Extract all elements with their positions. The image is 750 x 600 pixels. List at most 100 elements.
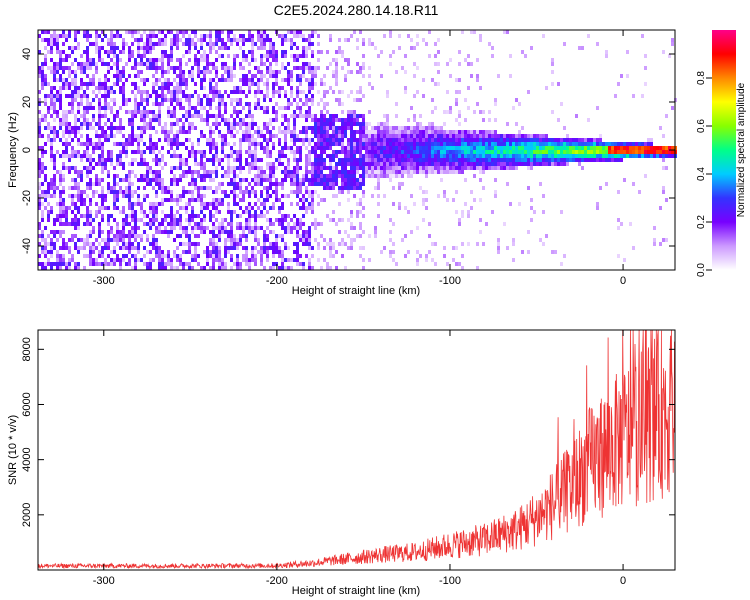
heatmap-cell: [245, 58, 248, 62]
heatmap-cell: [206, 58, 209, 62]
heatmap-cell: [218, 110, 221, 114]
heatmap-cell: [332, 138, 335, 142]
heatmap-cell: [131, 30, 134, 34]
heatmap-cell: [389, 158, 392, 162]
snr-x-label: Height of straight line (km): [292, 585, 420, 597]
heatmap-cell: [512, 158, 515, 162]
heatmap-cell: [290, 266, 293, 270]
heatmap-cell: [431, 110, 434, 114]
heatmap-cell: [113, 194, 116, 198]
heatmap-cell: [557, 146, 560, 150]
heatmap-cell: [284, 194, 287, 198]
heatmap-cell: [158, 94, 161, 98]
heatmap-cell: [143, 90, 146, 94]
heatmap-cell: [239, 78, 242, 82]
heatmap-cell: [302, 234, 305, 238]
heatmap-cell: [170, 194, 173, 198]
heatmap-cell: [347, 186, 350, 190]
heatmap-cell: [479, 86, 482, 90]
heatmap-cell: [434, 242, 437, 246]
heatmap-cell: [359, 246, 362, 250]
heatmap-cell: [290, 174, 293, 178]
heatmap-cell: [344, 170, 347, 174]
heatmap-cell: [311, 82, 314, 86]
heatmap-cell: [137, 126, 140, 130]
heatmap-cell: [185, 62, 188, 66]
heatmap-cell: [359, 178, 362, 182]
heatmap-cell: [377, 158, 380, 162]
heatmap-cell: [158, 230, 161, 234]
heatmap-cell: [401, 126, 404, 130]
heatmap-cell: [518, 150, 521, 154]
heatmap-cell: [203, 166, 206, 170]
heatmap-cell: [467, 214, 470, 218]
heatmap-cell: [269, 194, 272, 198]
heatmap-cell: [299, 226, 302, 230]
heatmap-cell: [308, 182, 311, 186]
heatmap-cell: [59, 258, 62, 262]
heatmap-cell: [380, 250, 383, 254]
heatmap-cell: [233, 174, 236, 178]
heatmap-cell: [272, 246, 275, 250]
heatmap-cell: [149, 58, 152, 62]
heatmap-cell: [68, 262, 71, 266]
heatmap-cell: [41, 38, 44, 42]
heatmap-cell: [290, 150, 293, 154]
heatmap-cell: [455, 190, 458, 194]
heatmap-cell: [221, 158, 224, 162]
heatmap-cell: [257, 166, 260, 170]
heatmap-cell: [302, 194, 305, 198]
heatmap-cell: [485, 138, 488, 142]
heatmap-cell: [239, 198, 242, 202]
heatmap-cell: [377, 202, 380, 206]
heatmap-cell: [176, 182, 179, 186]
heatmap-cell: [464, 134, 467, 138]
heatmap-cell: [362, 146, 365, 150]
heatmap-cell: [227, 162, 230, 166]
heatmap-cell: [431, 166, 434, 170]
heatmap-cell: [407, 174, 410, 178]
heatmap-cell: [554, 250, 557, 254]
heatmap-cell: [275, 198, 278, 202]
heatmap-cell: [44, 266, 47, 270]
heatmap-cell: [38, 90, 41, 94]
heatmap-cell: [284, 126, 287, 130]
heatmap-cell: [182, 206, 185, 210]
heatmap-cell: [110, 238, 113, 242]
heatmap-cell: [545, 150, 548, 154]
heatmap-cell: [368, 258, 371, 262]
heatmap-cell: [320, 198, 323, 202]
heatmap-cell: [410, 174, 413, 178]
heatmap-cell: [155, 42, 158, 46]
heatmap-cell: [128, 74, 131, 78]
heatmap-cell: [293, 166, 296, 170]
heatmap-cell: [44, 166, 47, 170]
heatmap-cell: [272, 266, 275, 270]
heatmap-cell: [413, 150, 416, 154]
heatmap-cell: [86, 150, 89, 154]
heatmap-cell: [77, 106, 80, 110]
heatmap-cell: [59, 246, 62, 250]
heatmap-cell: [158, 78, 161, 82]
heatmap-cell: [224, 246, 227, 250]
heatmap-cell: [590, 150, 593, 154]
heatmap-cell: [230, 30, 233, 34]
heatmap-cell: [482, 166, 485, 170]
heatmap-cell: [152, 102, 155, 106]
heatmap-cell: [560, 142, 563, 146]
heatmap-cell: [245, 190, 248, 194]
heatmap-cell: [212, 230, 215, 234]
heatmap-cell: [50, 158, 53, 162]
heatmap-cell: [248, 146, 251, 150]
heatmap-cell: [644, 174, 647, 178]
heatmap-cell: [359, 198, 362, 202]
heatmap-cell: [227, 54, 230, 58]
heatmap-cell: [89, 126, 92, 130]
heatmap-cell: [62, 134, 65, 138]
heatmap-cell: [44, 46, 47, 50]
heatmap-cell: [182, 114, 185, 118]
heatmap-cell: [647, 142, 650, 146]
heatmap-cell: [215, 198, 218, 202]
heatmap-cell: [254, 210, 257, 214]
heatmap-cell: [62, 214, 65, 218]
